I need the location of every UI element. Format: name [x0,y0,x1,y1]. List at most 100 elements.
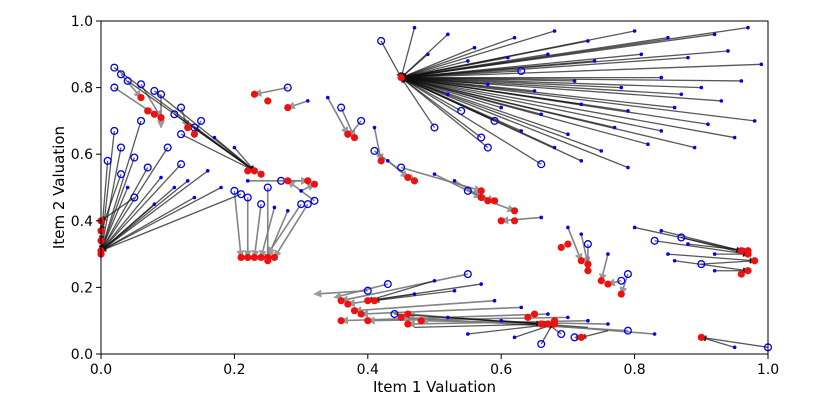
valuation-dot-45 [732,135,737,140]
valuation-dot-26 [446,92,450,97]
valuation-dot-33 [752,119,757,123]
allocation-dot-54 [697,333,705,341]
arrow-dark-19 [400,63,762,81]
allocation-dot-31 [564,240,572,248]
valuation-dot-83 [632,225,637,230]
valuation-dot-0 [746,25,750,30]
valuation-dot-19 [739,79,744,83]
allocation-dot-14 [377,157,385,165]
arrow-dark-18 [400,50,729,81]
valuation-dot-14 [592,59,597,63]
allocation-dot-53 [737,270,745,278]
arrow-dark-100 [414,321,549,329]
arrow-light-32 [120,73,142,99]
valuation-dot-56 [232,145,237,150]
allocation-dot-47 [150,110,158,118]
valuation-circle-1 [457,106,466,115]
allocation-dot-37 [250,253,259,262]
valuation-circle-7 [517,66,526,75]
valuation-circle-41 [617,276,626,285]
y-tick-label-2: 0.4 [71,214,93,230]
valuation-dot-48 [205,169,210,173]
arrow-dark-39 [400,76,569,135]
valuation-dot-9 [412,25,417,30]
valuation-circle-23 [130,193,139,202]
allocation-dot-64 [417,317,425,325]
x-tick-label-4: 0.8 [623,362,645,378]
arrow-dark-46 [400,75,695,149]
valuation-circle-3 [490,116,499,125]
arrow-light-13 [500,216,542,225]
valuation-dot-3 [632,29,637,33]
valuation-dot-60 [386,159,390,163]
valuation-dot-90 [245,179,250,183]
allocation-dot-60 [357,310,365,318]
valuation-dot-62 [452,179,457,183]
valuation-circle-26 [677,233,686,242]
valuation-dot-47 [185,179,190,183]
valuation-dot-79 [499,318,504,323]
valuation-circle-0 [377,36,386,46]
valuation-dot-54 [192,195,197,200]
valuation-circle-44 [230,186,239,195]
valuation-dot-41 [646,142,650,147]
allocation-dot-38 [257,253,265,262]
allocation-dot-68 [544,320,552,328]
valuation-circle-6 [430,123,439,132]
valuation-dot-28 [539,112,544,117]
allocation-dot-36 [244,253,252,262]
arrow-dark-45 [400,76,649,145]
valuation-dot-25 [486,82,490,87]
valuation-dot-39 [552,145,557,150]
arrow-dark-49 [400,76,629,169]
valuation-dot-74 [566,315,570,320]
valuation-dot-64 [539,215,544,220]
valuation-circle-22 [116,170,126,179]
allocation-dot-56 [370,297,379,305]
valuation-dot-22 [619,85,624,90]
valuation-circle-8 [110,63,119,72]
allocation-dot-59 [350,307,359,315]
arrow-dark-6 [400,37,515,79]
arrow-dark-7 [400,47,475,79]
valuation-dot-53 [152,202,157,206]
valuation-circle-49 [263,183,272,192]
valuation-dot-51 [172,185,177,190]
valuation-dot-29 [579,102,584,107]
allocation-dot-66 [404,310,412,318]
valuation-dot-34 [706,122,710,127]
valuation-dot-91 [299,189,303,193]
x-axis-label: Item 1 Valuation [373,378,496,396]
valuation-circle-52 [156,90,166,99]
valuation-circle-53 [176,103,186,112]
valuation-dot-1 [712,32,717,37]
arrow-dark-93 [667,253,756,264]
arrow-dark-67 [100,177,162,252]
valuation-dot-50 [159,175,163,180]
valuation-dot-32 [719,99,724,103]
y-axis-label: Item 2 Valuation [50,126,68,249]
allocation-dot-34 [284,177,292,185]
arrow-light-15 [580,233,591,266]
valuation-dot-44 [626,165,630,170]
valuation-circle-5 [483,143,492,152]
valuation-dot-23 [572,79,577,83]
allocation-dot-2 [244,167,252,175]
valuation-circle-19 [136,116,146,125]
allocation-dot-16 [404,173,412,182]
valuation-dot-36 [612,125,617,130]
valuation-dot-10 [426,52,430,57]
valuation-dot-61 [432,172,437,176]
valuation-dot-31 [672,105,677,110]
arrows-layer [98,27,769,348]
valuation-dot-87 [672,258,677,263]
valuation-dot-75 [586,318,590,323]
allocation-dot-52 [751,257,759,265]
arrow-dark-12 [400,60,469,80]
valuation-circle-40 [623,270,632,279]
valuation-dot-21 [659,75,664,80]
valuation-circle-37 [397,163,406,172]
valuation-circle-9 [123,76,132,85]
valuation-dot-66 [606,252,610,256]
